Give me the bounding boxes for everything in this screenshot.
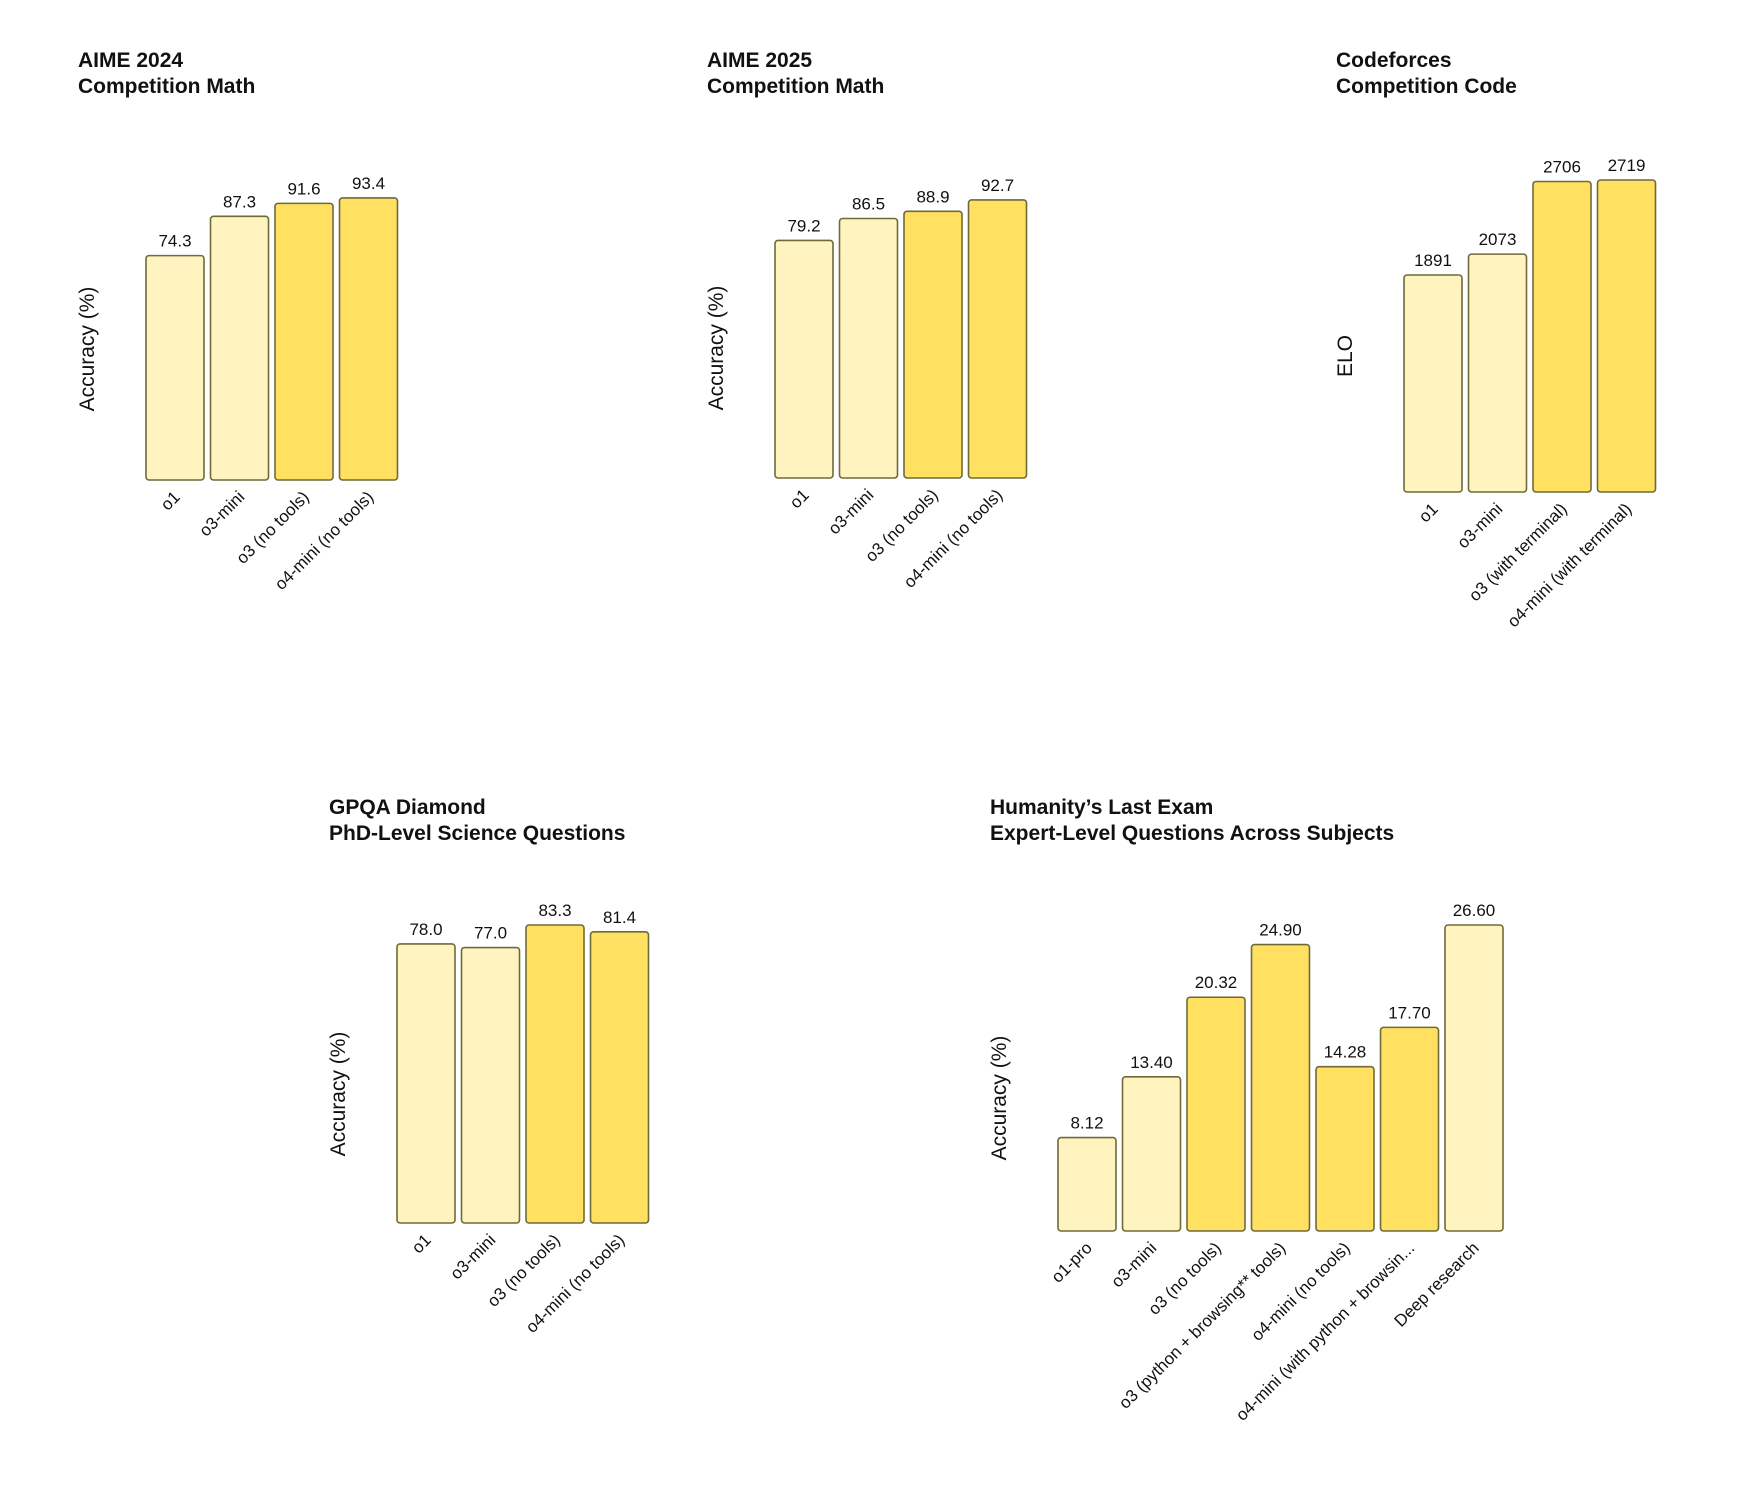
data-label: 20.32 (1195, 973, 1238, 992)
data-label: 81.4 (603, 908, 636, 927)
x-tick-label: o1-pro (1048, 1238, 1096, 1286)
x-tick-label: o3-mini (195, 487, 248, 540)
data-label: 79.2 (787, 216, 820, 235)
chart-panel-aime-2024: AIME 2024 Competition Math Accuracy (%) 7… (76, 48, 638, 668)
bar (396, 943, 456, 1224)
data-label: 78.0 (409, 920, 442, 939)
data-label: 24.90 (1259, 921, 1302, 940)
chart-panel-codeforces: Codeforces Competition Code ELO 1891 o1 207… (1334, 48, 1756, 688)
chart-title-line: GPQA Diamond (329, 796, 486, 819)
chart-panel-aime-2025: AIME 2025 Competition Math Accuracy (%) 7… (705, 48, 1267, 668)
chart-panel-gpqa-diamond: GPQA Diamond PhD-Level Science Questions… (327, 795, 889, 1395)
chart-plot: Accuracy (%) 8.12o1-pro13.40o3-mini20.32o… (988, 901, 1504, 1425)
data-label: 2706 (1543, 157, 1581, 176)
bar (1057, 1136, 1117, 1232)
x-tick-label: o4-mini (with terminal) (1504, 499, 1636, 631)
y-axis-label: Accuracy (%) (327, 1032, 350, 1157)
data-label: 26.60 (1453, 901, 1496, 920)
data-label: 2073 (1479, 230, 1517, 249)
x-tick-label: o3-mini (1453, 499, 1506, 552)
bar (1403, 274, 1463, 493)
data-label: 93.4 (352, 174, 385, 193)
data-label: 88.9 (916, 187, 949, 206)
bar (525, 924, 585, 1224)
y-axis-label: Accuracy (%) (988, 1036, 1011, 1161)
bar (1379, 1026, 1440, 1232)
chart-title: GPQA Diamond PhD-Level Science Questions (329, 795, 625, 847)
x-tick-label: o1 (1415, 499, 1442, 526)
bar (903, 210, 963, 479)
data-label: 86.5 (852, 195, 885, 214)
data-label: 17.70 (1388, 1003, 1431, 1022)
bar (1532, 180, 1592, 493)
data-label: 83.3 (538, 901, 571, 920)
x-tick-label: o3-mini (1107, 1238, 1160, 1291)
chart-subtitle-line: Competition Math (78, 75, 256, 98)
bar (1315, 1065, 1375, 1232)
data-label: 8.12 (1070, 1114, 1103, 1133)
chart-title-line: Humanity’s Last Exam (990, 796, 1214, 819)
data-label: 2719 (1608, 156, 1646, 175)
bar (274, 202, 334, 481)
bar (338, 197, 399, 481)
chart-subtitle-line: Competition Math (707, 75, 885, 98)
chart-panel-humanitys-last-exam: Humanity’s Last Exam Expert-Level Questi… (988, 795, 1730, 1475)
bar (774, 239, 834, 479)
bar (145, 254, 205, 481)
data-label: 91.6 (287, 179, 320, 198)
data-label: 74.3 (158, 232, 191, 251)
data-label: 77.0 (474, 924, 507, 943)
x-tick-label: o3-mini (446, 1230, 499, 1283)
x-tick-label: o1 (408, 1230, 435, 1257)
chart-subtitle-line: Expert-Level Questions Across Subjects (990, 822, 1395, 845)
chart-title-line: Codeforces (1336, 49, 1452, 72)
data-label: 13.40 (1130, 1053, 1173, 1072)
chart-subtitle-line: Competition Code (1336, 75, 1517, 98)
chart-subtitle-line: PhD-Level Science Questions (329, 822, 626, 845)
x-tick-label: o3-mini (824, 485, 877, 538)
chart-title-line: AIME 2025 (707, 49, 813, 72)
bar (838, 217, 899, 479)
y-axis-label: Accuracy (%) (705, 286, 728, 411)
bar (1467, 253, 1528, 493)
bar (1121, 1076, 1182, 1232)
x-tick-label: o1 (786, 485, 813, 512)
data-label: 1891 (1414, 251, 1452, 270)
bar (1444, 924, 1504, 1232)
x-tick-label: o1 (157, 487, 184, 514)
bar (209, 215, 270, 481)
y-axis-label: Accuracy (%) (76, 287, 99, 412)
bar (460, 946, 521, 1224)
bar (967, 199, 1028, 479)
bar (1250, 943, 1311, 1232)
chart-title: Codeforces Competition Code (1336, 48, 1517, 100)
data-label: 87.3 (223, 192, 256, 211)
bar (589, 930, 650, 1224)
y-axis-label: ELO (1334, 335, 1357, 377)
data-label: 14.28 (1324, 1043, 1367, 1062)
chart-title: AIME 2024 Competition Math (78, 48, 255, 100)
data-label: 92.7 (981, 176, 1014, 195)
bar (1596, 179, 1657, 493)
chart-title: AIME 2025 Competition Math (707, 48, 884, 100)
chart-title-line: AIME 2024 (78, 49, 184, 72)
bar (1186, 996, 1246, 1232)
chart-title: Humanity’s Last Exam Expert-Level Questi… (990, 795, 1394, 847)
